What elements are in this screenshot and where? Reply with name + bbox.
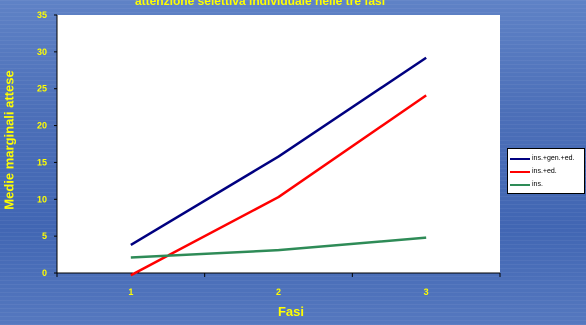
y-tick-label: 20 (37, 121, 47, 131)
legend: ins.+gen.+ed. ins.+ed. ins. (507, 148, 585, 194)
legend-label-0: ins.+gen.+ed. (532, 155, 575, 162)
legend-item-0: ins.+gen.+ed. (510, 152, 582, 165)
y-tick-label: 30 (37, 47, 47, 57)
y-tick-label: 0 (42, 268, 47, 278)
legend-swatch-0 (510, 157, 530, 160)
series-line-1 (130, 94, 427, 277)
y-ticks: 0 5 10 15 20 25 30 35 (37, 10, 57, 278)
legend-swatch-2 (510, 183, 530, 186)
series-line-0 (130, 56, 427, 247)
legend-item-1: ins.+ed. (510, 165, 582, 178)
series-line-2 (130, 236, 427, 259)
legend-item-2: ins. (510, 178, 582, 191)
y-tick-label: 5 (42, 231, 47, 241)
x-axis-label: Fasi (277, 304, 304, 319)
y-tick-label: 25 (37, 84, 47, 94)
y-axis-label: Medie marginali attese (1, 70, 17, 210)
series-lines (130, 56, 427, 277)
legend-swatch-1 (510, 170, 530, 173)
legend-label-1: ins.+ed. (532, 168, 557, 175)
y-tick-label: 35 (37, 10, 47, 20)
y-tick-label: 10 (37, 194, 47, 204)
x-tick-label: 2 (276, 287, 281, 297)
x-tick-label: 3 (424, 287, 429, 297)
x-ticks: 1 2 3 (56, 273, 501, 297)
legend-label-2: ins. (532, 181, 543, 188)
x-tick-label: 1 (128, 287, 133, 297)
y-tick-label: 15 (37, 157, 47, 167)
chart-title: attenzione selettiva individuale nelle t… (134, 0, 386, 8)
axes (56, 15, 500, 274)
